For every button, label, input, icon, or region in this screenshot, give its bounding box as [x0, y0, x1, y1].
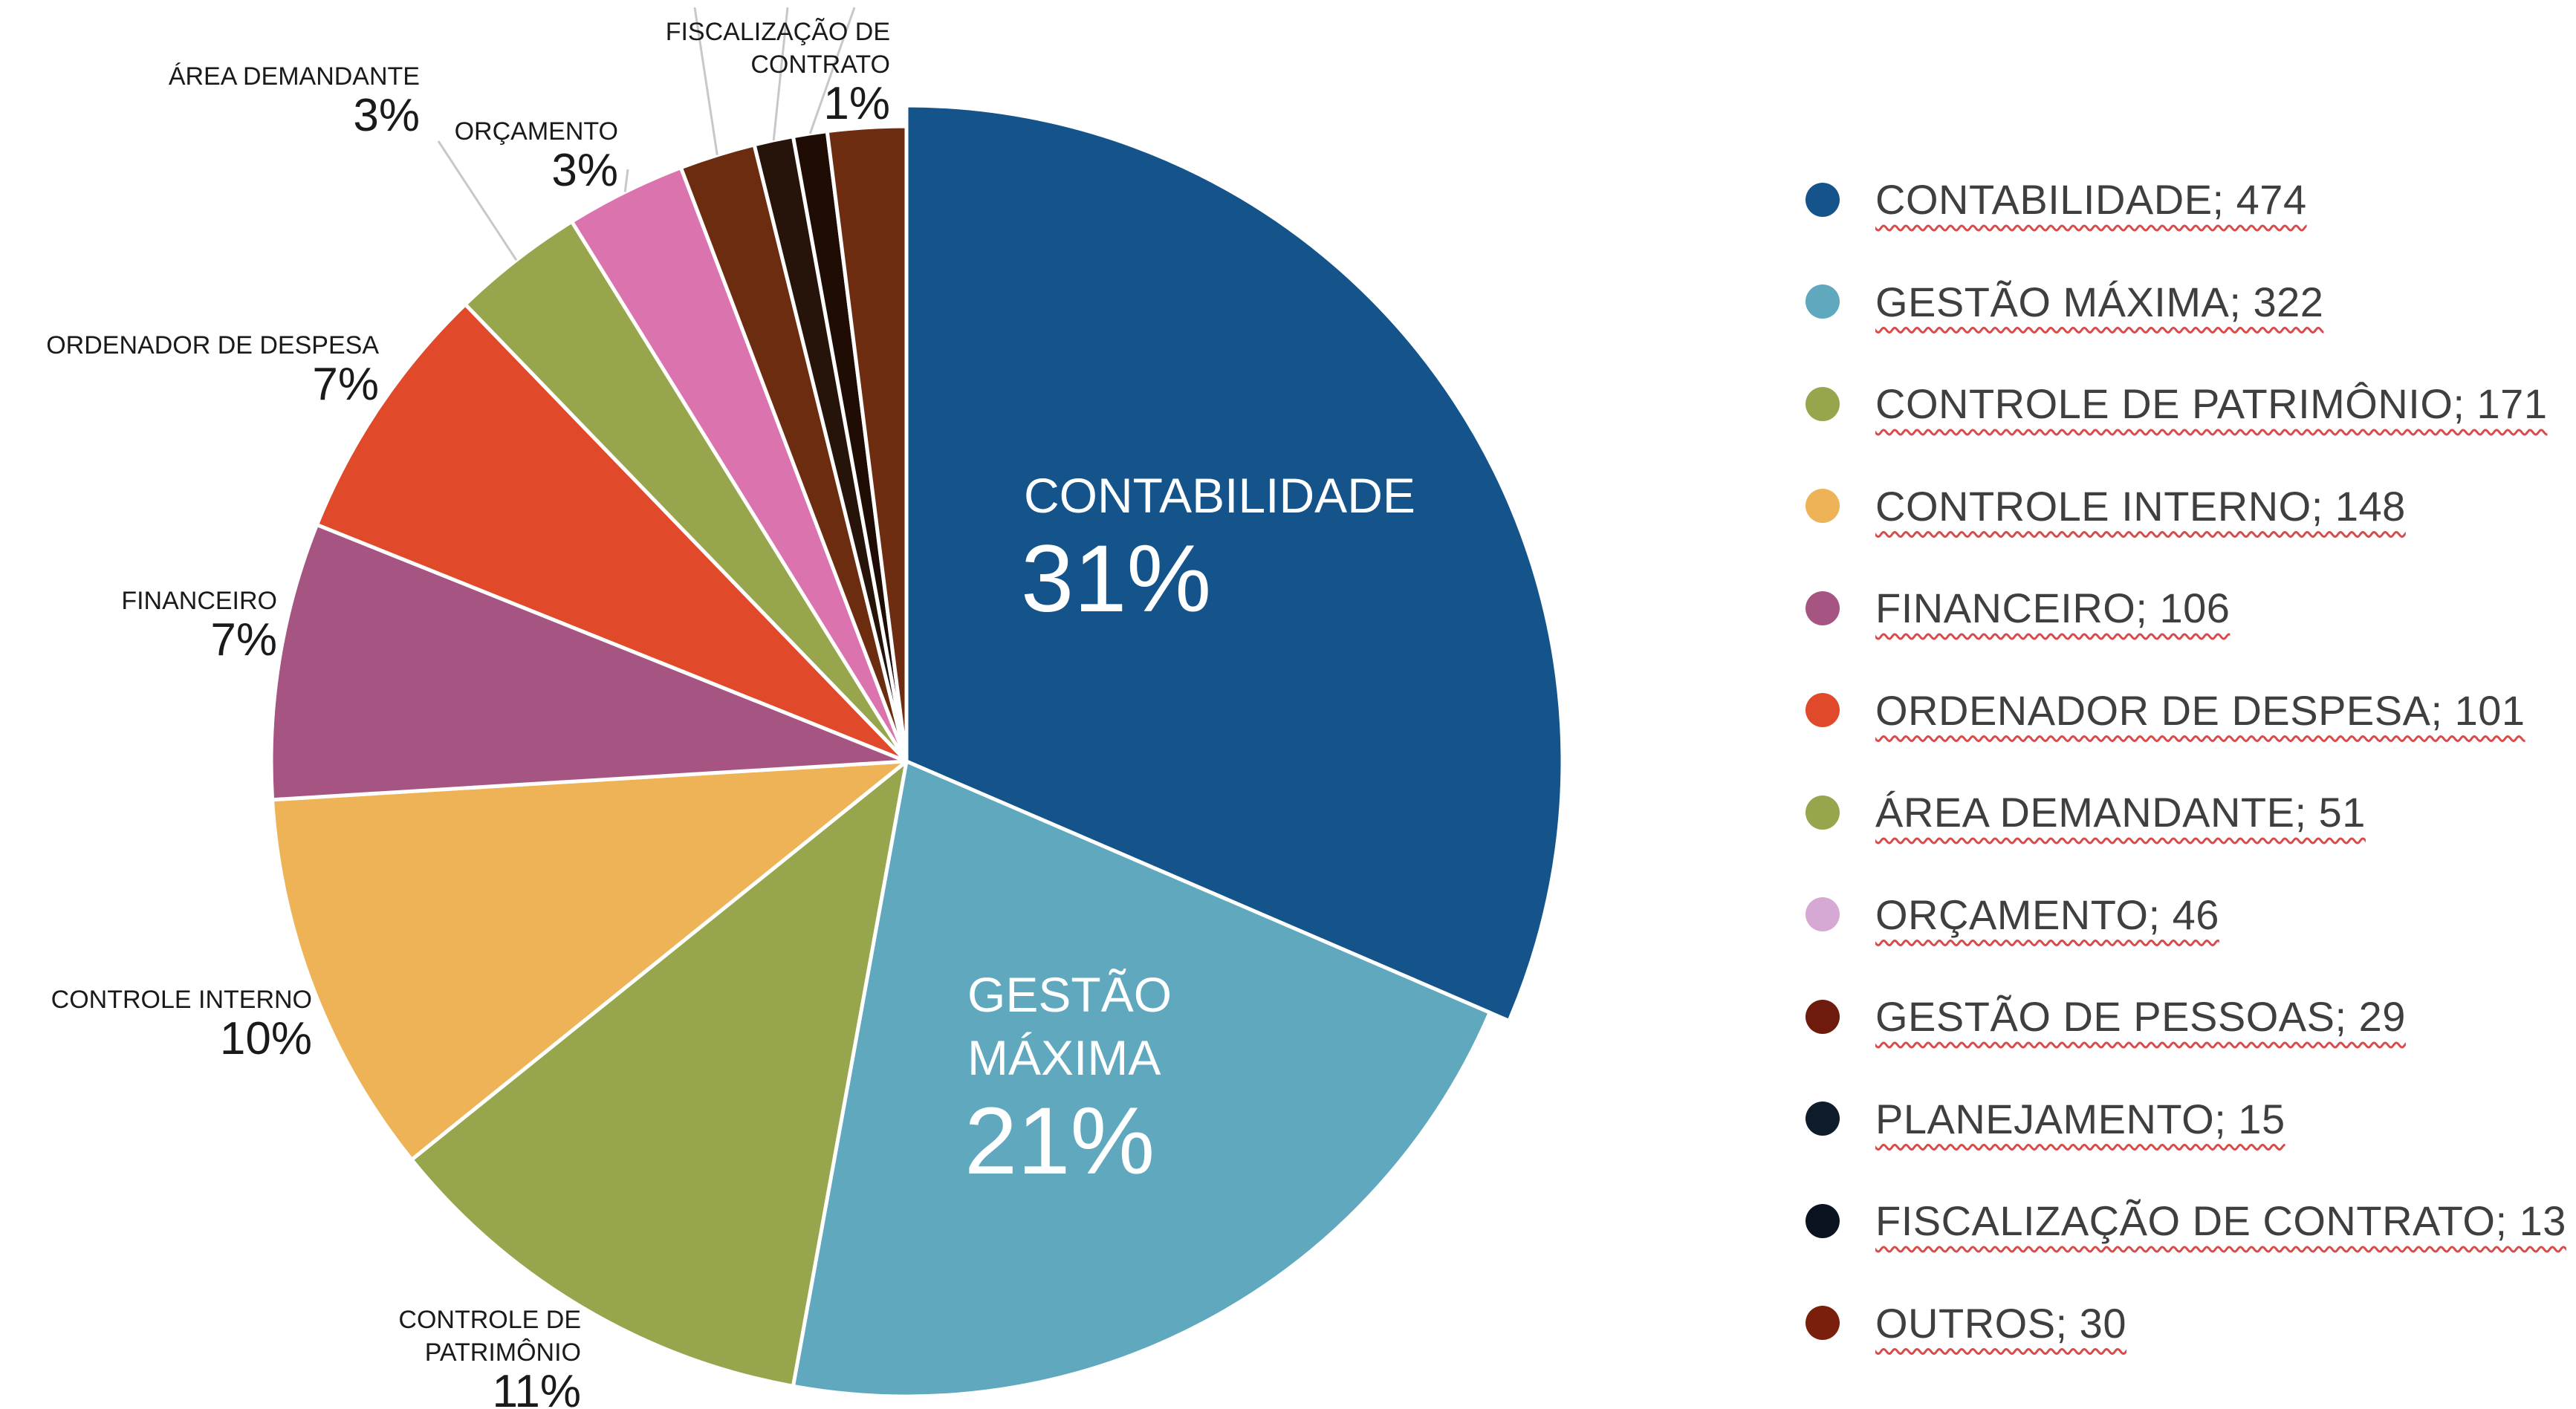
slice-label: CONTABILIDADE	[1024, 468, 1415, 523]
slice-percent: 31%	[1021, 526, 1211, 632]
outside-label: CONTRATO	[750, 51, 890, 79]
pie-slice-gestao-maxima	[791, 759, 1492, 1399]
legend-item: OUTROS; 30	[1806, 1272, 2563, 1375]
outside-percent: 10%	[220, 1013, 312, 1064]
slice-label: MÁXIMA	[967, 1030, 1161, 1085]
legend-label: CONTROLE INTERNO; 148	[1875, 482, 2406, 530]
outside-label: FISCALIZAÇÃO DE	[666, 18, 890, 46]
pie-slice-financeiro	[269, 522, 909, 802]
legend-label: GESTÃO MÁXIMA; 322	[1875, 278, 2324, 325]
pie-slice-controle-de-patrimonio	[409, 759, 909, 1388]
legend-swatch	[1806, 1306, 1840, 1341]
outside-percent: 1%	[823, 78, 890, 129]
leader-line	[437, 140, 518, 261]
leader-line	[808, 7, 856, 134]
legend-label: ORÇAMENTO; 46	[1875, 891, 2219, 938]
legend-item: FINANCEIRO; 106	[1806, 557, 2563, 660]
outside-percent: 3%	[551, 145, 618, 196]
legend-item: ORÇAMENTO; 46	[1806, 864, 2563, 966]
legend-swatch	[1806, 1102, 1840, 1136]
legend-item: GESTÃO MÁXIMA; 322	[1806, 251, 2563, 354]
leader-lines	[437, 7, 856, 261]
legend-label: FISCALIZAÇÃO DE CONTRATO; 13	[1875, 1197, 2566, 1245]
legend-label: CONTROLE DE PATRIMÔNIO; 171	[1875, 380, 2548, 428]
outside-label: ORÇAMENTO	[455, 117, 618, 146]
chart-legend: CONTABILIDADE; 474 GESTÃO MÁXIMA; 322 CONT…	[1806, 149, 2566, 1375]
legend-swatch	[1806, 182, 1840, 217]
legend-item: ORDENADOR DE DESPESA; 101	[1806, 660, 2563, 762]
legend-swatch	[1806, 489, 1840, 524]
legend-swatch	[1806, 386, 1840, 421]
legend-swatch	[1806, 897, 1840, 932]
slice-label: GESTÃO	[967, 967, 1172, 1022]
legend-swatch	[1806, 795, 1840, 830]
legend-label: ÁREA DEMANDANTE; 51	[1875, 789, 2366, 836]
legend-label: PLANEJAMENTO; 15	[1875, 1095, 2285, 1142]
legend-item: CONTROLE DE PATRIMÔNIO; 171	[1806, 353, 2563, 455]
legend-swatch	[1806, 590, 1840, 625]
legend-label: ORDENADOR DE DESPESA; 101	[1875, 686, 2525, 734]
outside-label: PATRIMÔNIO	[425, 1338, 581, 1367]
legend-swatch	[1806, 999, 1840, 1034]
slice-percent: 21%	[964, 1088, 1155, 1194]
outside-percent: 7%	[312, 359, 379, 410]
legend-label: GESTÃO DE PESSOAS; 29	[1875, 993, 2406, 1041]
legend-item: CONTABILIDADE; 474	[1806, 149, 2563, 251]
legend-label: OUTROS; 30	[1875, 1299, 2126, 1347]
legend-item: ÁREA DEMANDANTE; 51	[1806, 761, 2563, 864]
pie-slice-outros	[825, 124, 909, 764]
outside-percent: 3%	[353, 90, 420, 141]
legend-item: PLANEJAMENTO; 15	[1806, 1068, 2563, 1171]
outside-percent: 7%	[210, 614, 277, 666]
pie-slice-contabilidade	[904, 103, 1565, 1023]
legend-swatch	[1806, 284, 1840, 319]
outside-label: FINANCEIRO	[121, 587, 277, 615]
legend-swatch	[1806, 1203, 1840, 1238]
outside-label: ORDENADOR DE DESPESA	[46, 331, 379, 359]
legend-swatch	[1806, 693, 1840, 728]
outside-percent: 11%	[493, 1366, 582, 1409]
pie-slices	[269, 103, 1565, 1399]
outside-label: ÁREA DEMANDANTE	[169, 62, 420, 91]
pie-slice-ordenador-de-despesa	[315, 302, 909, 764]
outside-label: CONTROLE INTERNO	[51, 986, 312, 1014]
leader-line	[623, 169, 629, 192]
outside-label: CONTROLE DE	[398, 1306, 581, 1334]
leader-line	[772, 7, 789, 141]
legend-label: CONTABILIDADE; 474	[1875, 176, 2307, 224]
legend-item: FISCALIZAÇÃO DE CONTRATO; 13	[1806, 1170, 2566, 1272]
leader-line	[693, 7, 718, 156]
legend-item: CONTROLE INTERNO; 148	[1806, 455, 2563, 558]
pie-slice-controle-interno	[270, 759, 909, 1162]
legend-label: FINANCEIRO; 106	[1875, 585, 2231, 632]
legend-item: GESTÃO DE PESSOAS; 29	[1806, 966, 2563, 1068]
